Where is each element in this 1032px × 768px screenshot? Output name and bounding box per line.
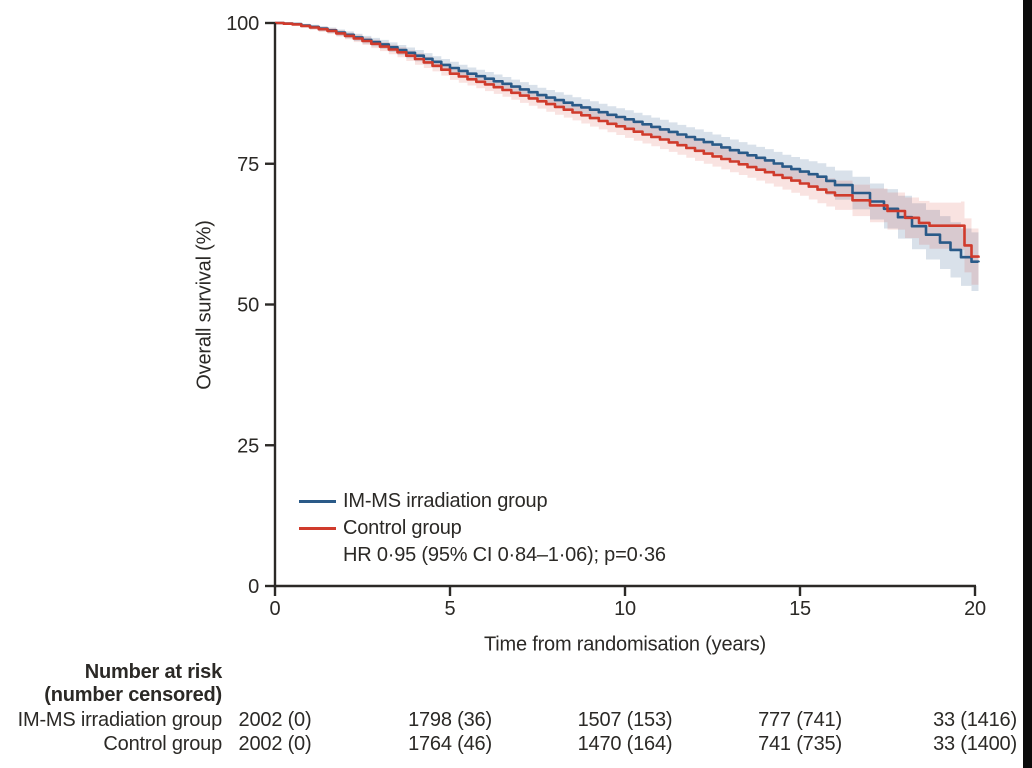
right-border-bar <box>1023 0 1032 768</box>
y-tick-label: 100 <box>226 13 259 35</box>
legend-swatch-imms-line <box>299 500 336 503</box>
x-tick-label: 0 <box>270 598 281 620</box>
hr-annotation: HR 0·95 (95% CI 0·84–1·06); p=0·36 <box>343 543 666 566</box>
x-tick-label: 20 <box>964 598 986 620</box>
legend-entry-control: Control group <box>299 515 666 542</box>
x-tick-label: 15 <box>789 598 811 620</box>
legend-label-imms: IM-MS irradiation group <box>343 490 548 512</box>
legend-entry-imms: IM-MS irradiation group <box>299 488 666 515</box>
ci-band-control-group <box>275 23 979 286</box>
legend-swatch-control-line <box>299 527 336 530</box>
x-tick-label: 5 <box>445 598 456 620</box>
chart-legend: IM-MS irradiation group Control group HR… <box>299 488 666 568</box>
x-axis-title: Time from randomisation (years) <box>483 633 767 656</box>
y-tick-label: 75 <box>237 154 259 176</box>
x-tick-label: 10 <box>614 598 636 620</box>
survival-curve-im-ms-irradiation-group <box>275 21 980 263</box>
y-tick-label: 0 <box>248 576 259 598</box>
y-tick-label: 50 <box>237 295 259 317</box>
survival-curve-control-group <box>275 21 980 258</box>
legend-label-control: Control group <box>343 517 462 539</box>
y-tick-label: 25 <box>237 435 259 457</box>
ci-band-im-ms-irradiation-group <box>275 23 979 292</box>
